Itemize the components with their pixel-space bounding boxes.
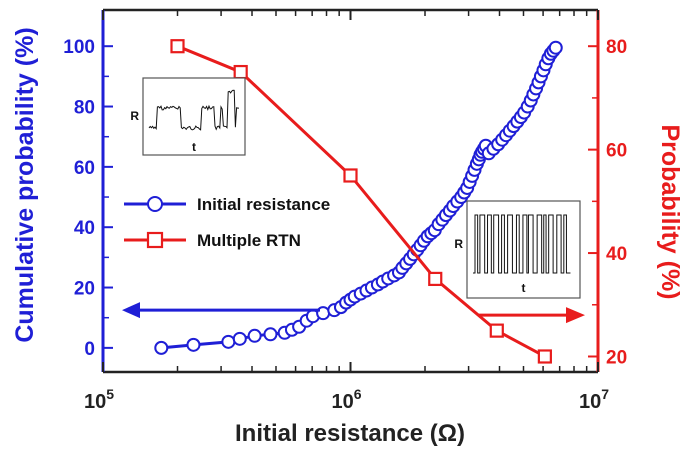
left-y-tick-label: 40 [74, 218, 95, 239]
x-tick-label: 106 [331, 386, 361, 413]
legend-multiple-rtn-label: Multiple RTN [197, 231, 301, 250]
left-y-tick-label: 60 [74, 158, 95, 179]
inset-rtn-trace [148, 89, 240, 131]
multiple-rtn-line [176, 44, 546, 358]
multiple-rtn-point [233, 64, 248, 80]
multiple-rtn-point [489, 323, 504, 338]
legend-initial-resistance-marker [147, 196, 163, 212]
right-y-tick-label: 40 [606, 244, 627, 265]
x-axis-label: Initial resistance (Ω) [235, 420, 465, 447]
multiple-rtn-point [428, 271, 443, 287]
legend-multiple-rtn-marker [146, 231, 164, 249]
right-axis-arrowhead [566, 307, 585, 324]
inset-rtn-x-label: t [192, 140, 196, 154]
right-y-tick-label: 80 [606, 37, 627, 58]
left-axis-arrowhead [122, 302, 140, 319]
multiple-rtn-point [343, 168, 358, 183]
axis-layer: 105 106 107 0 20 40 60 80 100 20 40 60 80 [63, 8, 627, 413]
left-y-axis-label: Cumulative probability (%) [11, 27, 39, 342]
inset-rtn-frame [142, 77, 246, 156]
initial-resistance-point [186, 337, 201, 352]
initial-resistance-point [263, 327, 278, 342]
inset-multi-trace [473, 214, 571, 274]
left-y-tick-label: 20 [74, 279, 95, 300]
left-y-tick-label: 0 [84, 339, 95, 360]
initial-resistance-point [154, 340, 169, 355]
left-y-tick-label: 80 [74, 98, 95, 119]
inset-rtn-y-label: R [130, 109, 139, 123]
multiple-rtn-point [537, 349, 552, 364]
legend: Initial resistance Multiple RTN [124, 195, 330, 250]
inset-multi-y-label: R [454, 237, 463, 251]
left-y-tick-label: 100 [63, 37, 95, 58]
initial-resistance-point [548, 40, 563, 55]
legend-initial-resistance-label: Initial resistance [197, 195, 330, 214]
x-tick-label: 105 [84, 386, 114, 413]
multiple-rtn-point [170, 39, 185, 54]
initial-resistance-point [247, 328, 262, 343]
x-tick-label: 107 [579, 386, 609, 413]
inset-layer: Rt Rt [130, 77, 581, 299]
right-y-axis-label: Probability (%) [656, 124, 684, 299]
inset-multi-x-label: t [522, 281, 526, 295]
initial-resistance-point [232, 331, 247, 346]
initial-resistance-point [221, 334, 236, 349]
right-y-tick-label: 20 [606, 347, 627, 368]
right-y-tick-label: 60 [606, 141, 627, 162]
series-layer [122, 39, 585, 364]
